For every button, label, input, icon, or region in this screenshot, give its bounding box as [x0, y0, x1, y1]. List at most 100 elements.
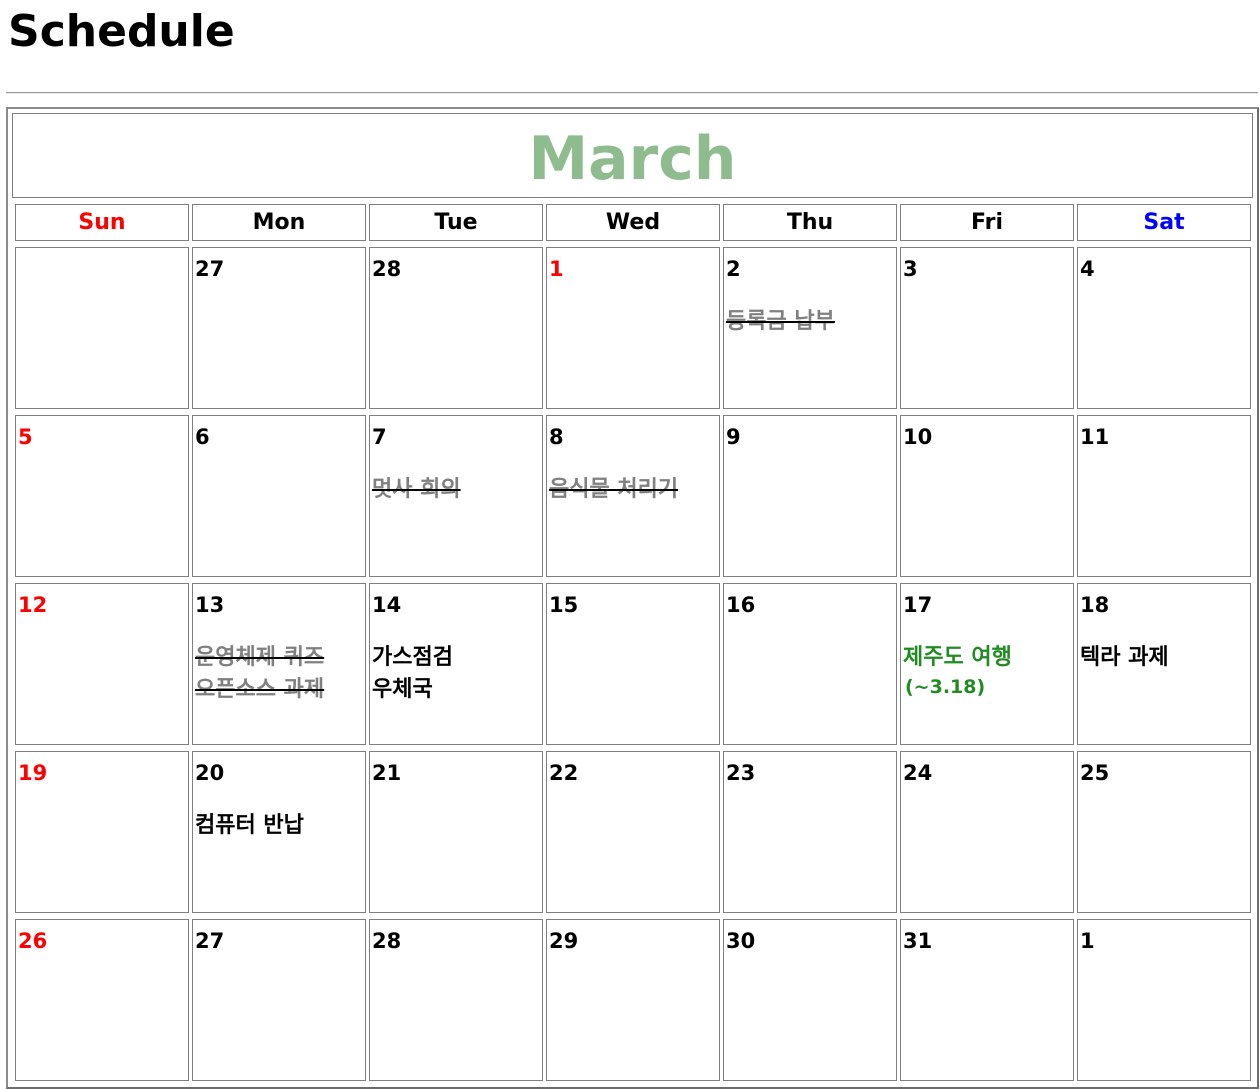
day-number: 19: [18, 761, 48, 785]
weekday-wed: Wed: [546, 204, 720, 241]
day-cell-tue[interactable]: 14 가스점검 우체국: [369, 583, 543, 745]
event-list: 텍라 과제: [1080, 642, 1248, 674]
day-cell-wed[interactable]: 15: [546, 583, 720, 745]
day-cell-mon[interactable]: 6: [192, 415, 366, 577]
weekday-sat: Sat: [1077, 204, 1251, 241]
event-item: 가스점검: [372, 645, 453, 670]
day-cell-mon[interactable]: 20 컴퓨터 반납: [192, 751, 366, 913]
day-number: 30: [726, 929, 756, 953]
event-list: 컴퓨터 반납: [195, 810, 363, 842]
day-number: 14: [372, 593, 402, 617]
day-number: 12: [18, 593, 48, 617]
day-cell-wed[interactable]: 8 음식물 처리기: [546, 415, 720, 577]
day-cell-tue[interactable]: 21: [369, 751, 543, 913]
day-cell-sat[interactable]: 18 텍라 과제: [1077, 583, 1251, 745]
week-row: 12 13 운영체제 퀴즈 오픈소스 과제 14 가스점검 우체국 15 16 17 제주도 여행 (…: [15, 583, 1251, 745]
event-list: 음식물 처리기: [549, 474, 717, 506]
day-number: 4: [1080, 257, 1095, 281]
day-number: 29: [549, 929, 579, 953]
week-row: 26 27 28 29 30 31 1: [15, 919, 1251, 1081]
day-cell-sun[interactable]: 19: [15, 751, 189, 913]
day-cell-thu[interactable]: 2 등록금 납부: [723, 247, 897, 409]
day-cell-wed[interactable]: 22: [546, 751, 720, 913]
day-cell-sat[interactable]: 4: [1077, 247, 1251, 409]
day-number: 17: [903, 593, 933, 617]
day-number: 26: [18, 929, 48, 953]
weekday-fri: Fri: [900, 204, 1074, 241]
event-item: (~3.18): [905, 676, 986, 698]
day-cell-wed[interactable]: 29: [546, 919, 720, 1081]
day-number: 13: [195, 593, 225, 617]
event-list: 운영체제 퀴즈 오픈소스 과제: [195, 642, 363, 706]
event-item: 등록금 납부: [726, 309, 835, 334]
day-number: 6: [195, 425, 210, 449]
week-row: 27 28 1 2 등록금 납부 3 4: [15, 247, 1251, 409]
day-cell-sat[interactable]: 25: [1077, 751, 1251, 913]
weekday-tue: Tue: [369, 204, 543, 241]
day-number: 28: [372, 929, 402, 953]
day-number: 1: [1080, 929, 1095, 953]
day-number: 22: [549, 761, 579, 785]
day-cell-tue[interactable]: 28: [369, 247, 543, 409]
day-cell-sat[interactable]: 11: [1077, 415, 1251, 577]
event-item: 멋사 회의: [372, 477, 461, 502]
day-number: 27: [195, 257, 225, 281]
weekday-sun: Sun: [15, 204, 189, 241]
day-cell-thu[interactable]: 23: [723, 751, 897, 913]
event-list: 등록금 납부: [726, 306, 894, 338]
day-number: 2: [726, 257, 741, 281]
day-number: 10: [903, 425, 933, 449]
day-number: 8: [549, 425, 564, 449]
title-divider: [6, 92, 1258, 94]
day-number: 7: [372, 425, 387, 449]
week-row: 19 20 컴퓨터 반납 21 22 23 24 25: [15, 751, 1251, 913]
day-cell-fri[interactable]: 31: [900, 919, 1074, 1081]
day-cell-fri[interactable]: 24: [900, 751, 1074, 913]
day-cell-thu[interactable]: 9: [723, 415, 897, 577]
day-number: 18: [1080, 593, 1110, 617]
day-cell-thu[interactable]: 16: [723, 583, 897, 745]
day-number: 3: [903, 257, 918, 281]
day-cell-sun[interactable]: [15, 247, 189, 409]
day-cell-fri[interactable]: 10: [900, 415, 1074, 577]
event-item: 오픈소스 과제: [195, 677, 325, 702]
day-number: 23: [726, 761, 756, 785]
day-cell-sun[interactable]: 26: [15, 919, 189, 1081]
day-cell-tue[interactable]: 7 멋사 회의: [369, 415, 543, 577]
day-cell-fri[interactable]: 17 제주도 여행 (~3.18): [900, 583, 1074, 745]
weekday-header-row: Sun Mon Tue Wed Thu Fri Sat: [15, 204, 1251, 241]
day-cell-mon[interactable]: 27: [192, 919, 366, 1081]
weekday-thu: Thu: [723, 204, 897, 241]
weekday-mon: Mon: [192, 204, 366, 241]
day-cell-sun[interactable]: 5: [15, 415, 189, 577]
day-cell-sun[interactable]: 12: [15, 583, 189, 745]
day-number: 24: [903, 761, 933, 785]
event-item: 컴퓨터 반납: [195, 813, 304, 838]
day-cell-mon[interactable]: 13 운영체제 퀴즈 오픈소스 과제: [192, 583, 366, 745]
event-list: 제주도 여행 (~3.18): [903, 642, 1071, 700]
event-item: 음식물 처리기: [549, 477, 679, 502]
page-title: Schedule: [8, 6, 235, 57]
day-cell-thu[interactable]: 30: [723, 919, 897, 1081]
day-cell-wed[interactable]: 1: [546, 247, 720, 409]
day-number: 9: [726, 425, 741, 449]
day-cell-fri[interactable]: 3: [900, 247, 1074, 409]
day-cell-tue[interactable]: 28: [369, 919, 543, 1081]
day-number: 28: [372, 257, 402, 281]
month-title: March: [528, 123, 737, 194]
day-number: 27: [195, 929, 225, 953]
week-row: 5 6 7 멋사 회의 8 음식물 처리기 9 10 11: [15, 415, 1251, 577]
day-number: 1: [549, 257, 564, 281]
event-list: 가스점검 우체국: [372, 642, 540, 706]
day-cell-sat[interactable]: 1: [1077, 919, 1251, 1081]
day-number: 15: [549, 593, 579, 617]
day-number: 31: [903, 929, 933, 953]
day-cell-mon[interactable]: 27: [192, 247, 366, 409]
day-number: 5: [18, 425, 33, 449]
day-number: 16: [726, 593, 756, 617]
day-number: 21: [372, 761, 402, 785]
event-list: 멋사 회의: [372, 474, 540, 506]
event-item: 텍라 과제: [1080, 645, 1169, 670]
day-number: 20: [195, 761, 225, 785]
day-number: [18, 256, 186, 282]
